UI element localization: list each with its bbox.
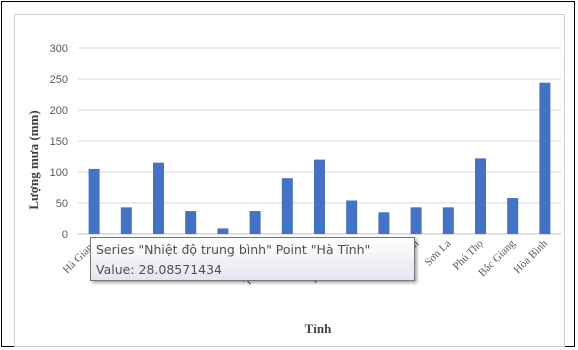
- y-axis-title: Lượng mưa (mm): [26, 110, 41, 209]
- bars[interactable]: [88, 82, 551, 234]
- bar[interactable]: [88, 168, 100, 234]
- bar[interactable]: [539, 82, 551, 234]
- bar[interactable]: [410, 207, 422, 234]
- bar[interactable]: [120, 207, 132, 234]
- y-tick-label: 250: [50, 74, 68, 86]
- bar[interactable]: [442, 207, 454, 234]
- y-axis-ticks: 0 50 100 150 200 250 300: [50, 43, 68, 241]
- bar[interactable]: [217, 228, 229, 234]
- y-tick-label: 0: [62, 229, 68, 241]
- bar[interactable]: [249, 211, 261, 234]
- x-tick-label: Hòa Bình: [511, 237, 550, 276]
- tooltip-series-line: Series "Nhiệt độ trung bình" Point "Hà T…: [96, 242, 371, 257]
- bar[interactable]: [185, 211, 197, 234]
- y-tick-label: 50: [56, 198, 68, 210]
- tooltip-value-line: Value: 28.08571434: [96, 262, 223, 277]
- y-tick-label: 150: [50, 136, 68, 148]
- bar[interactable]: [281, 178, 293, 234]
- x-tick-label: Sơn La: [422, 238, 453, 269]
- bar[interactable]: [153, 162, 164, 234]
- bar[interactable]: [378, 212, 390, 234]
- bar[interactable]: [346, 200, 358, 234]
- data-tooltip: Series "Nhiệt độ trung bình" Point "Hà T…: [90, 237, 415, 281]
- y-tick-label: 100: [50, 167, 68, 179]
- y-tick-label: 300: [50, 43, 68, 55]
- bar[interactable]: [475, 158, 486, 234]
- y-tick-label: 200: [50, 105, 68, 117]
- bar[interactable]: [314, 159, 325, 234]
- x-axis-title: Tỉnh: [305, 321, 333, 336]
- bar[interactable]: [507, 198, 519, 234]
